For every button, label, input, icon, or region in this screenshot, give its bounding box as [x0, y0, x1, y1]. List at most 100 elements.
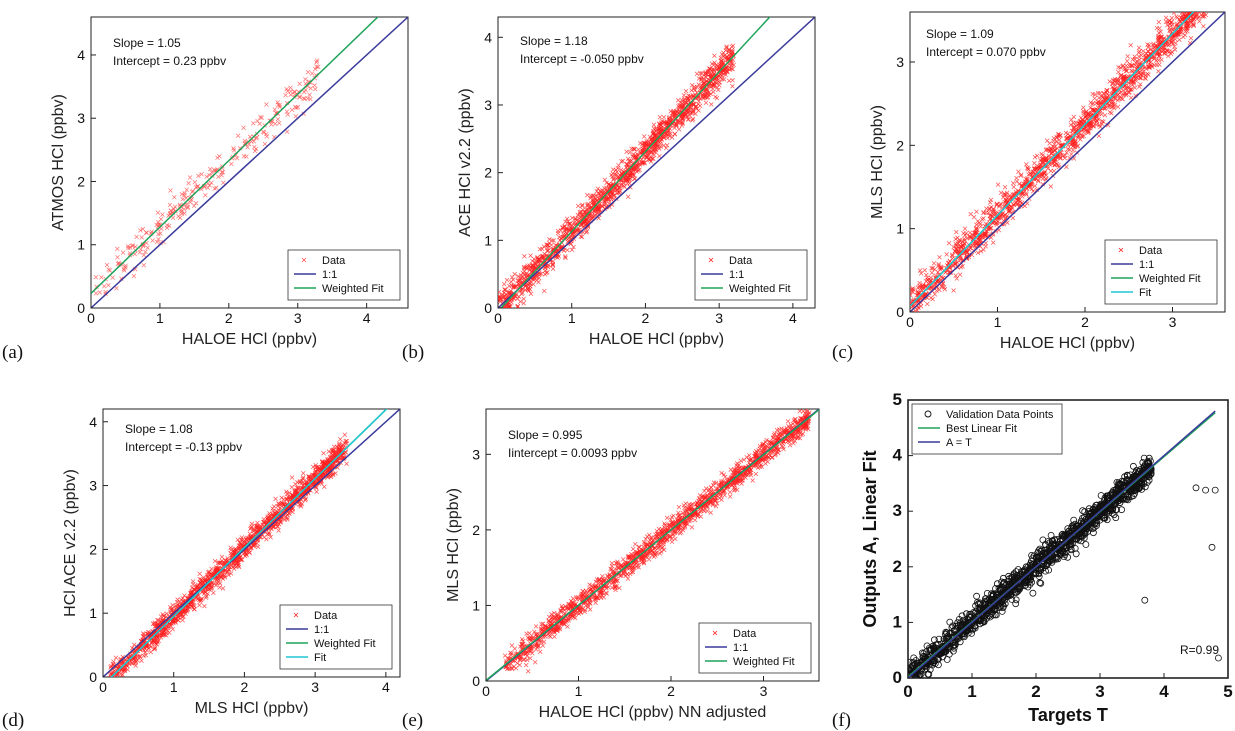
data-point: [245, 144, 250, 150]
data-point: [143, 249, 148, 255]
data-point: [1008, 204, 1014, 209]
data-point: [521, 296, 526, 302]
data-point: [218, 573, 223, 579]
data-point: [336, 460, 342, 466]
data-point: [192, 180, 198, 185]
data-point: [988, 213, 993, 218]
data-point: [724, 44, 729, 49]
data-point: [110, 275, 115, 280]
data-point: [957, 237, 962, 243]
data-point: [187, 175, 193, 180]
data-point: [580, 202, 585, 208]
data-point: [1016, 195, 1021, 201]
data-point: [606, 196, 611, 201]
data-point: [1138, 82, 1143, 87]
data-point: [303, 76, 308, 82]
data-point: [1169, 40, 1175, 45]
data-point: [987, 207, 992, 212]
data-point: [229, 161, 234, 167]
data-point: [922, 268, 928, 273]
data-point: [519, 291, 524, 297]
data-point: [712, 53, 717, 59]
data-point: [1196, 0, 1200, 1]
data-point: [199, 171, 204, 177]
data-point: [649, 149, 654, 154]
data-point: [982, 231, 988, 237]
data-point: [197, 602, 202, 608]
data-point: [216, 577, 221, 582]
data-point: [1043, 156, 1049, 161]
data-point: [284, 86, 289, 92]
data-point: [158, 627, 164, 633]
data-point: [707, 80, 713, 86]
data-point: [681, 93, 687, 98]
data-point: [592, 209, 598, 215]
data-point: [549, 242, 554, 248]
data-point: [273, 496, 278, 502]
data-point: [528, 253, 533, 258]
data-point: [234, 560, 240, 566]
data-point: [616, 190, 621, 195]
data-point: [1034, 153, 1040, 159]
legend-item-label: Fit: [314, 652, 326, 664]
data-point: [994, 220, 1000, 226]
data-point: [636, 147, 641, 152]
data-point: [1125, 54, 1130, 59]
data-point: [499, 292, 505, 297]
data-point: [924, 272, 929, 278]
data-point: [1013, 200, 1019, 206]
data-point: [606, 181, 612, 187]
data-point: [275, 117, 281, 122]
data-point: [631, 146, 636, 151]
data-point: [1039, 151, 1044, 157]
data-point: [180, 618, 185, 623]
data-point: [533, 262, 539, 267]
data-point: [178, 203, 183, 209]
data-point: [603, 205, 609, 210]
data-point: [1124, 58, 1130, 64]
data-point: [668, 131, 673, 136]
data-point: [297, 95, 302, 100]
data-point: [1024, 176, 1030, 181]
data-point: [781, 446, 786, 452]
y-tick-label: 0: [89, 669, 97, 685]
data-point: [608, 194, 614, 200]
data-point: [1048, 145, 1054, 151]
data-point: [276, 121, 282, 126]
data-point: [917, 280, 922, 286]
data-point: [501, 290, 507, 296]
data-point: [1094, 118, 1100, 124]
data-point: [337, 446, 343, 451]
data-point: [1169, 49, 1175, 55]
data-point: [228, 571, 234, 576]
data-point: [631, 173, 637, 178]
data-point: [693, 105, 699, 110]
data-point: [289, 107, 295, 113]
data-point: [235, 537, 241, 543]
data-point: [175, 597, 180, 602]
data-point: [1007, 193, 1013, 198]
legend-item-label: Weighted Fit: [322, 283, 384, 295]
data-point: [579, 203, 585, 209]
data-point: [1197, 0, 1201, 4]
panel-letter: (b): [402, 342, 424, 363]
data-point: [1154, 25, 1160, 31]
data-point: [667, 126, 673, 132]
data-point: [951, 244, 956, 250]
data-point: [119, 673, 125, 677]
data-point: [981, 247, 986, 253]
legend-marker: [1118, 247, 1124, 253]
data-point: [498, 289, 501, 295]
x-tick-label: 1: [568, 310, 576, 326]
data-point: [1193, 14, 1198, 19]
data-point: [503, 308, 507, 312]
data-point: [690, 109, 695, 115]
data-point: [1193, 12, 1199, 14]
data-point: [1024, 162, 1029, 167]
data-point: [1130, 82, 1135, 88]
data-point: [584, 228, 590, 234]
data-point: [936, 263, 941, 268]
data-point: [180, 196, 185, 202]
data-point: [198, 597, 204, 603]
data-point: [578, 234, 584, 239]
